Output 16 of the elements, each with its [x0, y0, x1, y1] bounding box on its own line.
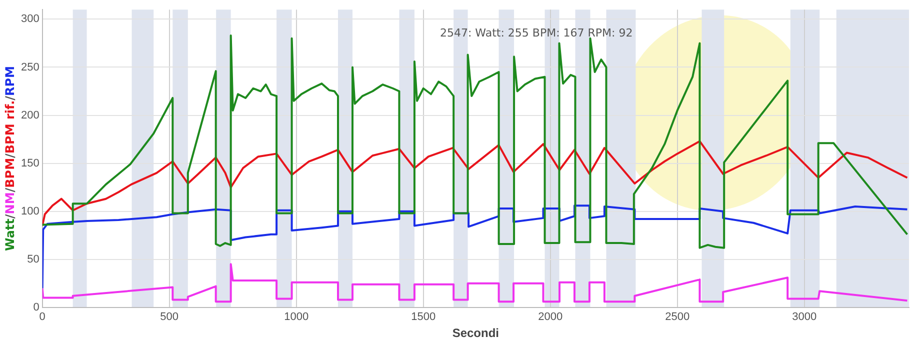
y-tick-label: 0 [33, 301, 40, 314]
x-tick-label: 500 [160, 311, 179, 324]
y-tick-label: 50 [27, 253, 40, 266]
x-axis-title: Secondi [452, 326, 500, 340]
y-tick-label: 200 [20, 109, 40, 122]
annotation: 2547: Watt: 255 BPM: 167 RPM: 92 [440, 26, 633, 40]
y-tick-label: 150 [20, 157, 40, 170]
x-tick-label: 1000 [284, 311, 309, 324]
y-tick-label: 250 [20, 61, 40, 74]
x-tick-label: 3000 [792, 311, 817, 324]
y-tick-label: 100 [20, 205, 40, 218]
y-tick-label: 300 [20, 13, 40, 26]
text: Watt/NM/BPM/BPM rif./RPM [3, 66, 18, 251]
x-tick-label: 2500 [665, 311, 690, 324]
x-tick-label: 2000 [538, 311, 563, 324]
x-tick-label: 1500 [411, 311, 436, 324]
